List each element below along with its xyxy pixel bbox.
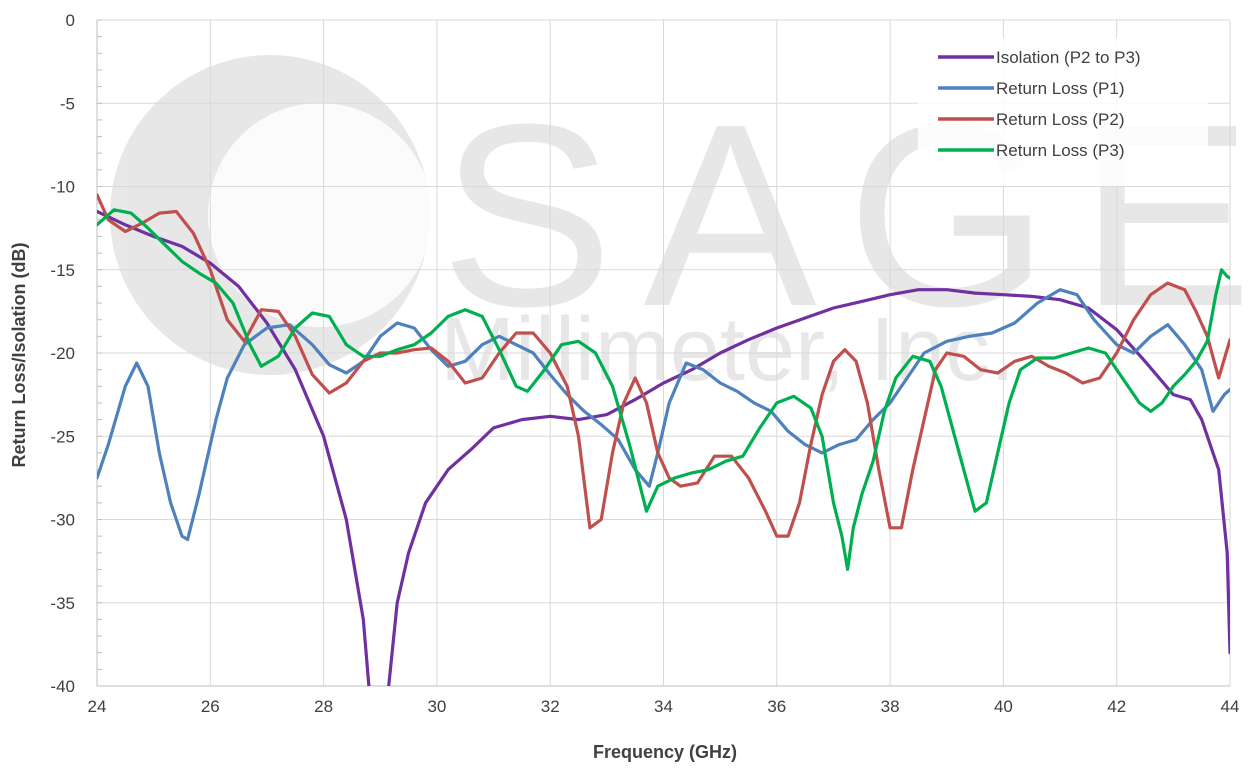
- y-tick-label: -25: [50, 427, 75, 446]
- y-tick-label: -10: [50, 178, 75, 197]
- x-tick-label: 24: [88, 697, 107, 716]
- series-line-4: [97, 208, 1230, 571]
- legend-label: Return Loss (P3): [996, 141, 1125, 160]
- x-tick-label: 34: [654, 697, 673, 716]
- x-tick-label: 44: [1221, 697, 1240, 716]
- y-axis-tick-labels: 0 -5 -10 -15 -20 -25 -30 -35 -40: [50, 11, 75, 696]
- y-tick-label: -30: [50, 511, 75, 530]
- legend-label: Isolation (P2 to P3): [996, 48, 1141, 67]
- y-axis-title: Return Loss/Isolation (dB): [9, 242, 29, 467]
- series-line-1: [97, 209, 1230, 686]
- x-tick-label: 30: [427, 697, 446, 716]
- legend-label: Return Loss (P1): [996, 79, 1125, 98]
- series-line-3: [97, 193, 1230, 538]
- legend-label: Return Loss (P2): [996, 110, 1125, 129]
- plot-area: [96, 19, 1230, 687]
- y-tick-label: -20: [50, 344, 75, 363]
- x-tick-label: 40: [994, 697, 1013, 716]
- y-tick-label: -40: [50, 677, 75, 696]
- x-tick-label: 28: [314, 697, 333, 716]
- y-tick-label: -15: [50, 261, 75, 280]
- y-tick-label: -35: [50, 594, 75, 613]
- x-axis-tick-labels: 24 26 28 30 32 34 36 38 40 42 44: [88, 697, 1240, 716]
- x-axis-title: Frequency (GHz): [593, 742, 737, 762]
- legend-box: [918, 38, 1208, 186]
- x-tick-label: 36: [767, 697, 786, 716]
- x-tick-label: 26: [201, 697, 220, 716]
- legend: Isolation (P2 to P3) Return Loss (P1) Retu…: [918, 38, 1208, 186]
- x-tick-label: 38: [881, 697, 900, 716]
- series-layer: [97, 193, 1230, 686]
- y-tick-label: 0: [66, 11, 75, 30]
- x-tick-label: 42: [1107, 697, 1126, 716]
- x-tick-label: 32: [541, 697, 560, 716]
- watermark-circle: [110, 55, 430, 375]
- y-tick-label: -5: [60, 94, 75, 113]
